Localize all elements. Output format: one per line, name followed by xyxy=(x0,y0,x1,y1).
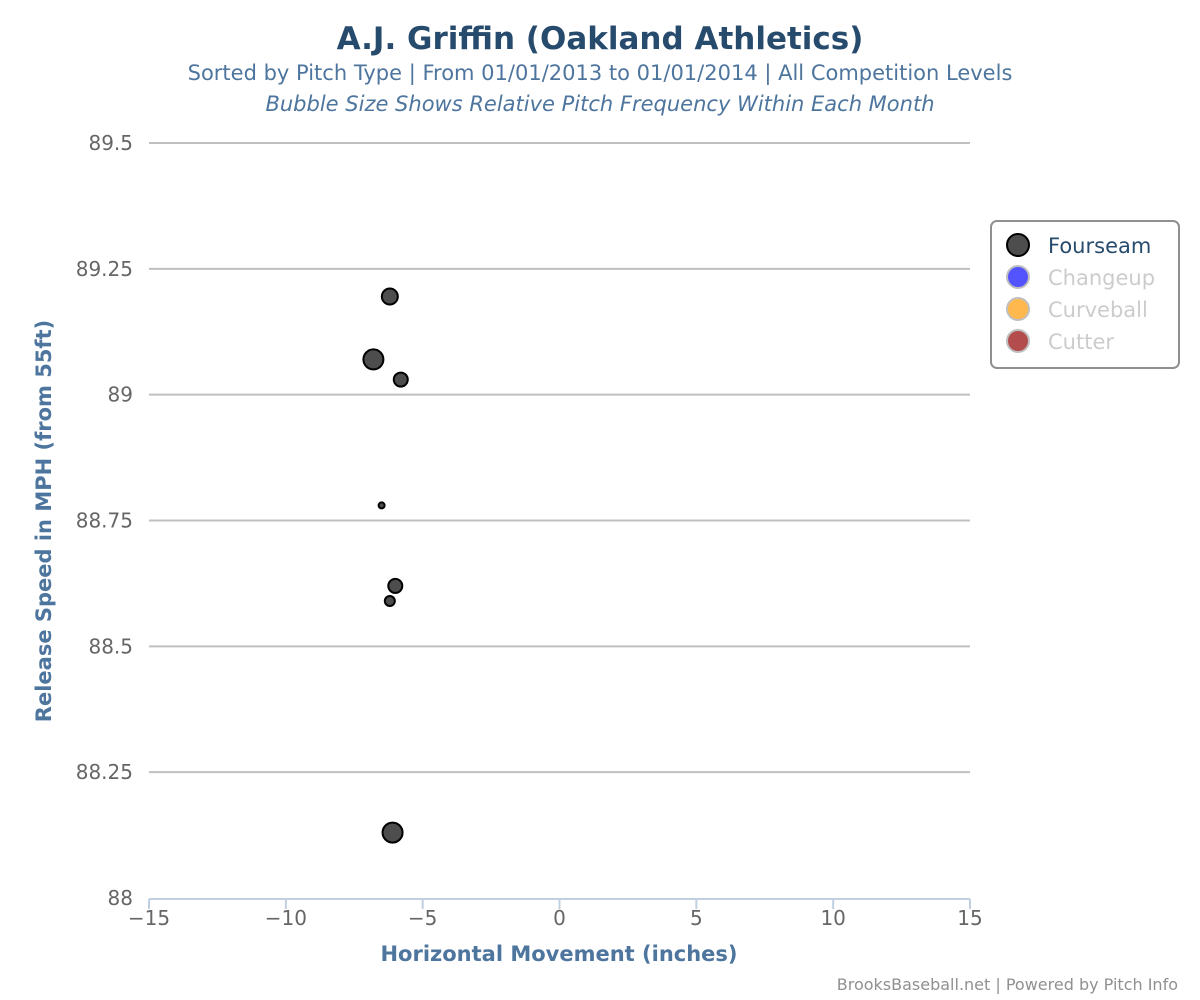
credits[interactable]: BrooksBaseball.net | Powered by Pitch In… xyxy=(837,975,1178,994)
legend-marker xyxy=(1006,233,1030,257)
y-tick-label: 89.25 xyxy=(76,257,133,281)
legend-marker xyxy=(1006,329,1030,353)
y-tick-label: 88.75 xyxy=(76,509,133,533)
legend-item-curveball[interactable]: Curveball xyxy=(1006,297,1148,322)
x-tick-label: 0 xyxy=(553,906,566,930)
x-tick-label: 10 xyxy=(820,906,845,930)
legend-box xyxy=(990,220,1180,369)
data-point[interactable] xyxy=(377,501,386,510)
legend-label: Fourseam xyxy=(1048,234,1151,258)
data-point[interactable] xyxy=(380,287,399,306)
legend-marker xyxy=(1006,297,1030,321)
legend: Fourseam Changeup Curveball Cutter xyxy=(990,220,1180,369)
chart-subtitle: Sorted by Pitch Type | From 01/01/2013 t… xyxy=(188,61,1013,86)
legend-label: Cutter xyxy=(1048,330,1114,354)
x-tick-label: 5 xyxy=(690,906,703,930)
grid-lines xyxy=(149,142,970,774)
data-points xyxy=(362,287,409,844)
legend-item-changeup[interactable]: Changeup xyxy=(1006,265,1155,290)
y-tick-label: 89 xyxy=(108,383,133,407)
legend-item-fourseam[interactable]: Fourseam xyxy=(1006,233,1151,258)
x-tick-label: −15 xyxy=(128,906,170,930)
legend-label: Curveball xyxy=(1048,298,1148,322)
x-axis-title: Horizontal Movement (inches) xyxy=(380,942,737,966)
data-point[interactable] xyxy=(362,348,385,371)
legend-item-cutter[interactable]: Cutter xyxy=(1006,329,1114,354)
x-axis: −15 −10 −5 0 5 10 15 xyxy=(128,898,983,930)
y-tick-label: 89.5 xyxy=(88,131,133,155)
x-tick-label: −5 xyxy=(408,906,437,930)
x-tick-label: −10 xyxy=(265,906,307,930)
data-point[interactable] xyxy=(392,371,409,388)
legend-label: Changeup xyxy=(1048,266,1155,290)
y-tick-label: 88.25 xyxy=(76,760,133,784)
chart-title: A.J. Griffin (Oakland Athletics) xyxy=(337,21,864,57)
legend-marker xyxy=(1006,265,1030,289)
data-point[interactable] xyxy=(383,595,396,608)
chart-subtitle-bubble-note: Bubble Size Shows Relative Pitch Frequen… xyxy=(265,92,934,116)
data-point[interactable] xyxy=(387,577,404,594)
x-tick-label: 15 xyxy=(957,906,982,930)
data-point[interactable] xyxy=(381,821,404,844)
y-axis-ticks: 88 88.25 88.5 88.75 89 89.25 89.5 xyxy=(76,131,133,910)
y-tick-label: 88 xyxy=(108,886,133,910)
y-axis-title: Release Speed in MPH (from 55ft) xyxy=(32,320,56,722)
y-tick-label: 88.5 xyxy=(88,634,133,658)
